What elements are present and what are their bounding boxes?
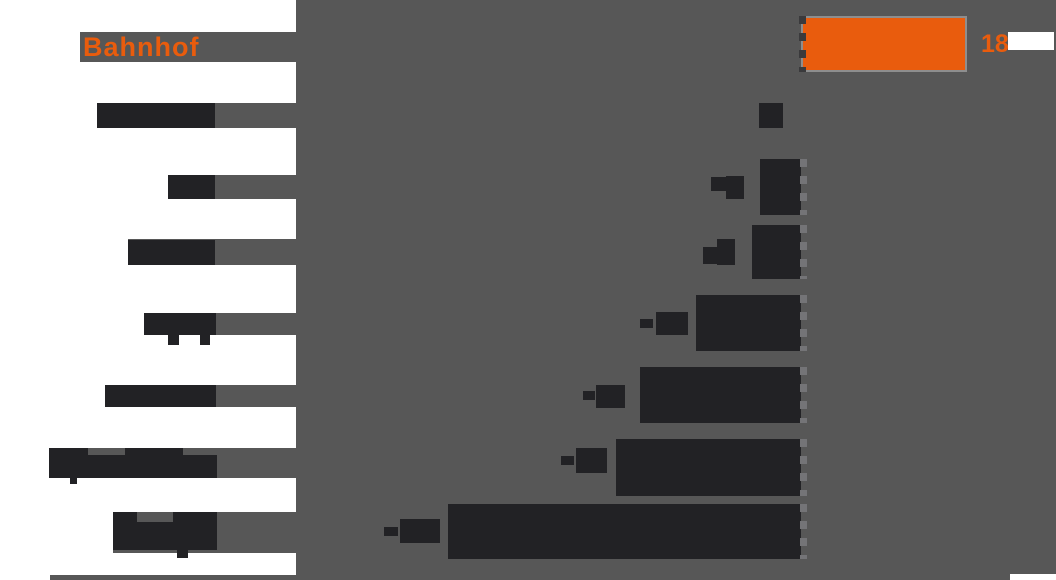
redacted-value-block	[384, 527, 398, 536]
redacted-label-block	[49, 455, 217, 478]
redacted-label-block	[125, 448, 183, 456]
redacted-value-block	[656, 312, 688, 335]
decrement-bar	[616, 439, 801, 496]
decrement-bar	[760, 159, 801, 215]
baseline-dash-segment	[800, 159, 807, 215]
baseline-dash-segment	[800, 225, 807, 279]
redacted-label-block	[173, 512, 217, 522]
redacted-value-block	[726, 176, 744, 199]
redacted-value-block	[596, 385, 625, 408]
baseline-dash-segment	[800, 367, 807, 423]
redacted-label-block	[97, 103, 215, 128]
redacted-label-block	[49, 448, 88, 456]
redacted-value-block	[400, 519, 440, 543]
redacted-label-block	[70, 478, 77, 484]
redacted-value-block	[717, 239, 735, 265]
redacted-label-block	[177, 548, 188, 558]
white-patch	[1008, 32, 1054, 50]
baseline-dash-segment	[800, 439, 807, 496]
decrement-bar	[696, 295, 801, 351]
decrement-bar	[640, 367, 801, 423]
row-band	[80, 32, 296, 62]
total-bar	[801, 16, 967, 72]
redacted-label-block	[113, 512, 137, 522]
redacted-value-block	[640, 319, 653, 328]
redacted-label-block	[168, 335, 179, 345]
decrement-bar	[752, 225, 801, 279]
row-band	[50, 575, 296, 580]
decrement-bar	[759, 103, 783, 128]
baseline-dash-segment	[800, 295, 807, 351]
redacted-label-block	[128, 240, 215, 265]
redacted-value-block	[711, 177, 726, 191]
redacted-label-block	[105, 385, 216, 407]
decrement-bar	[448, 504, 801, 559]
redacted-value-block	[583, 391, 595, 400]
redacted-value-block	[561, 456, 574, 465]
redacted-label-block	[113, 522, 217, 550]
row-label-bahnhof: Bahnhof	[83, 32, 200, 62]
white-patch	[1010, 574, 1056, 580]
redacted-label-block	[168, 175, 215, 199]
start-value-label: 18	[981, 30, 1009, 58]
redacted-value-block	[576, 448, 607, 473]
redacted-label-block	[200, 335, 210, 345]
total-bar-left-dash	[799, 16, 806, 72]
redacted-value-block	[703, 247, 717, 264]
redacted-label-block	[144, 313, 216, 335]
baseline-dash-segment	[800, 504, 807, 559]
